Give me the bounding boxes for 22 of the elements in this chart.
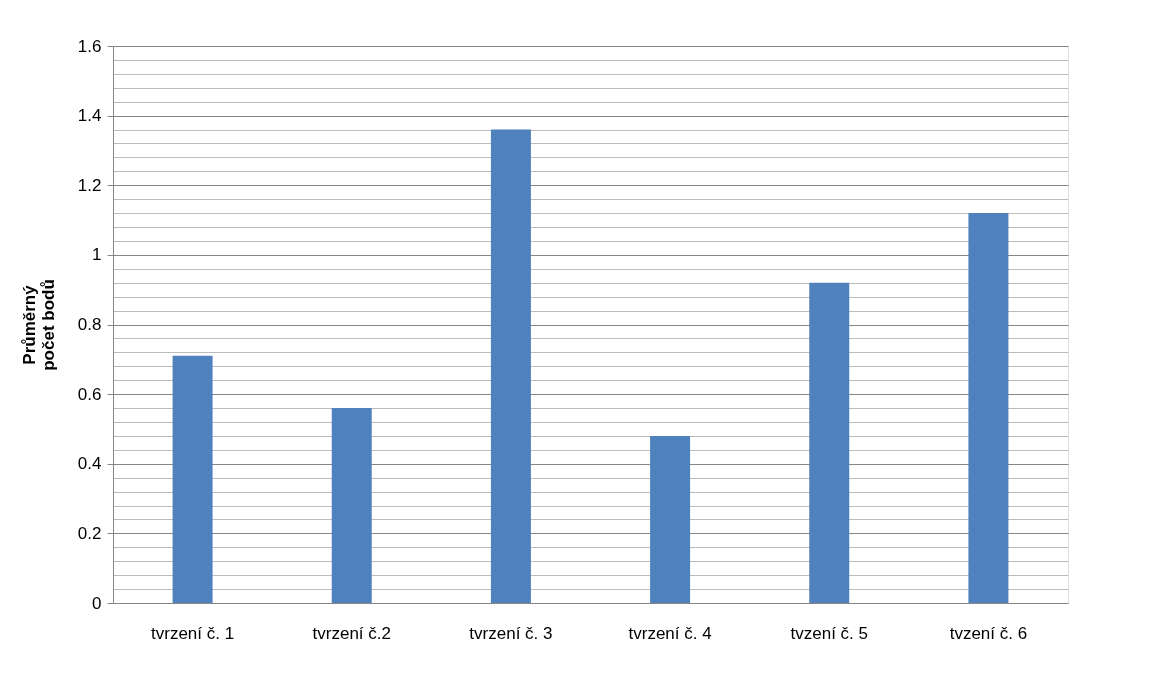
y-tick-label: 0 [92,593,102,613]
bar [968,213,1009,603]
y-tick-label: 0.8 [77,315,102,334]
x-tick-label: tvrzení č. 3 [469,623,553,643]
x-tick-label: tvrzení č. 4 [628,623,712,643]
y-tick-label: 1.2 [77,175,102,195]
bar [331,408,372,603]
x-tick-label: tvrzení č.2 [312,623,391,643]
x-tick-label: tvrzení č. 1 [151,623,235,643]
bar [490,129,531,603]
x-tick-label: tvzení č. 6 [949,623,1028,643]
y-tick-label: 1.4 [77,106,102,126]
y-tick-label: 0.6 [77,384,102,404]
x-tick-label: tvzení č. 5 [790,623,868,643]
y-tick-label: 0.4 [77,454,102,474]
bar [172,355,213,603]
y-axis-title: Průměrný počet bodů [19,279,58,371]
bar [650,435,691,603]
bar [809,282,850,603]
y-tick-label: 0.2 [77,523,102,543]
y-tick-label: 1 [92,245,102,265]
y-tick-label: 1.6 [77,36,102,56]
